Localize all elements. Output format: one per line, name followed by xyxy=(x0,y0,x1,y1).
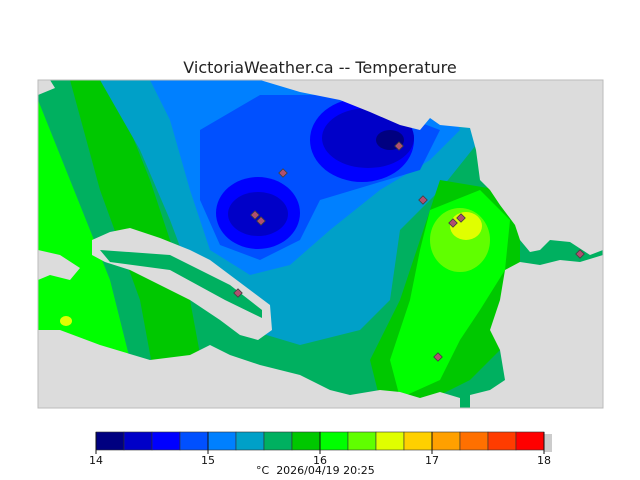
spit-land xyxy=(100,250,262,318)
map-title: VictoriaWeather.ca -- Temperature xyxy=(183,58,457,77)
footer: °C 2026/04/19 20:25 xyxy=(256,464,375,477)
station-marker[interactable] xyxy=(278,168,288,178)
legend-swatch xyxy=(347,431,377,451)
legend-swatch xyxy=(291,431,321,451)
water-nw xyxy=(38,80,55,95)
water-west-bay xyxy=(38,250,80,280)
legend-tick-label: 16 xyxy=(313,454,327,467)
unit-label: °C xyxy=(256,464,270,477)
legend-tick-label: 14 xyxy=(89,454,103,467)
legend-swatch xyxy=(487,431,517,451)
legend-swatch xyxy=(403,431,433,451)
warm-spot-west xyxy=(60,316,72,326)
legend-swatch xyxy=(123,431,153,451)
legend-swatch xyxy=(459,431,489,451)
legend-tick-label: 18 xyxy=(537,454,551,467)
timestamp: 2026/04/19 20:25 xyxy=(276,464,375,477)
legend-swatch xyxy=(515,431,545,451)
legend-tick-label: 15 xyxy=(201,454,215,467)
station-marker[interactable] xyxy=(456,213,466,223)
station-marker[interactable] xyxy=(233,288,243,298)
band-16b-west xyxy=(38,100,130,360)
station-markers xyxy=(233,141,585,362)
cold-core-north xyxy=(322,108,414,168)
station-marker[interactable] xyxy=(575,249,585,259)
legend-swatch xyxy=(151,431,181,451)
water-north xyxy=(260,80,603,255)
legend-shadow xyxy=(544,434,552,452)
legend-tick-marks xyxy=(95,432,545,454)
legend-swatch xyxy=(235,431,265,451)
station-marker[interactable] xyxy=(433,352,443,362)
map-frame xyxy=(37,79,604,409)
legend-swatch xyxy=(375,431,405,451)
legend-tick-label: 17 xyxy=(425,454,439,467)
legend-swatch xyxy=(319,431,349,451)
legend-swatch xyxy=(263,431,293,451)
station-marker[interactable] xyxy=(448,218,458,228)
water-east xyxy=(470,255,603,408)
station-marker[interactable] xyxy=(394,141,404,151)
water-south xyxy=(38,330,460,408)
station-marker[interactable] xyxy=(256,216,266,226)
legend-swatch xyxy=(207,431,237,451)
legend-swatch xyxy=(431,431,461,451)
legend-color-bar xyxy=(95,431,552,452)
legend-swatch xyxy=(179,431,209,451)
legend-swatch xyxy=(95,431,125,451)
station-marker[interactable] xyxy=(250,210,260,220)
station-marker[interactable] xyxy=(418,195,428,205)
